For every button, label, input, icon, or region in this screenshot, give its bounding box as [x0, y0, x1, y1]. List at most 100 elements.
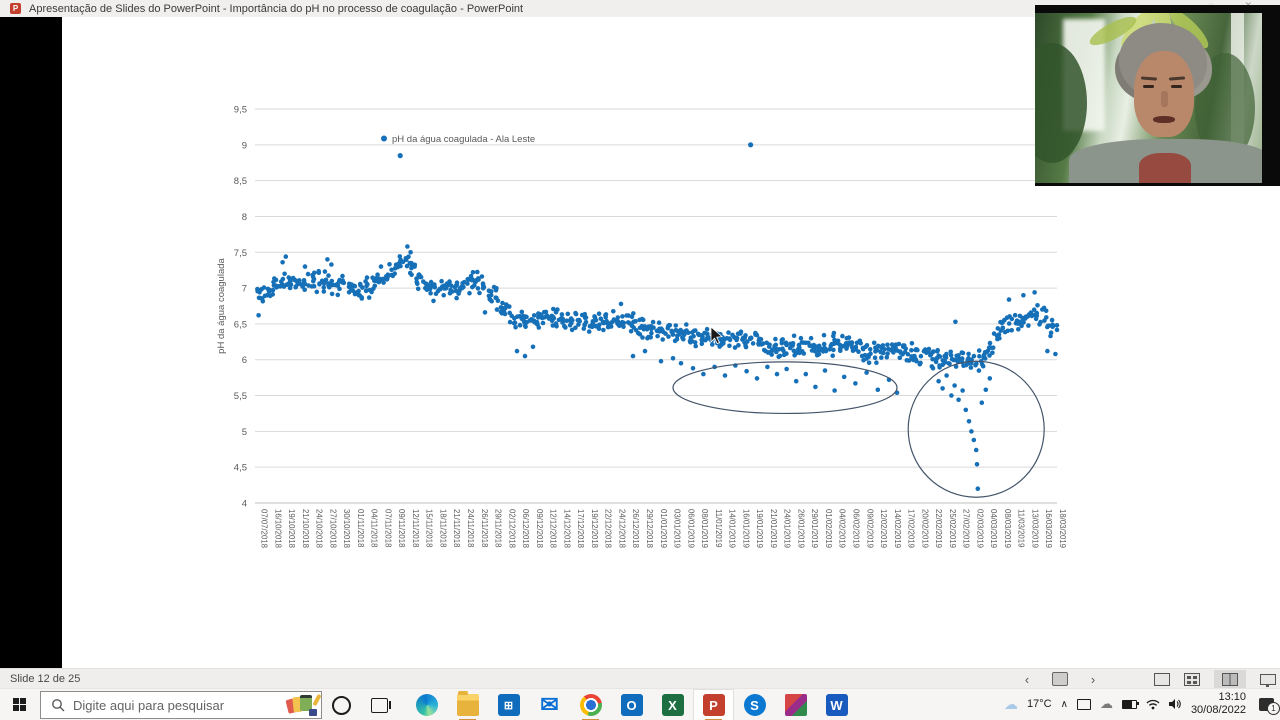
volume-icon[interactable]	[1168, 698, 1182, 710]
webcam-video	[1035, 13, 1262, 183]
edge-taskbar-button[interactable]	[406, 689, 447, 720]
x-tick-label: 21/01/2019	[769, 509, 778, 548]
photos-taskbar-button[interactable]	[775, 689, 816, 720]
x-tick-label: 11/03/2019	[1017, 509, 1026, 547]
y-tick-label: 5	[242, 427, 247, 438]
x-tick-label: 04/02/2019	[838, 509, 847, 548]
x-tick-label: 19/01/2019	[755, 509, 764, 548]
reading-view-button[interactable]	[1214, 669, 1246, 689]
battery-icon[interactable]	[1121, 699, 1139, 709]
window-titlebar: P Apresentação de Slides do PowerPoint -…	[0, 0, 1280, 17]
powerpoint-icon: P	[702, 694, 725, 716]
y-tick-label: 8	[242, 212, 247, 223]
word-icon: W	[825, 694, 848, 716]
x-tick-label: 16/10/2018	[273, 509, 282, 548]
file-explorer-taskbar-button[interactable]	[447, 689, 488, 720]
x-tick-label: 04/11/2018	[370, 509, 379, 547]
weather-icon[interactable]: ☁	[1004, 695, 1019, 712]
y-tick-label: 9,5	[234, 105, 247, 116]
excel-taskbar-button[interactable]: X	[652, 689, 693, 720]
file-explorer-icon	[456, 691, 479, 716]
slideshow-view-button[interactable]	[1260, 673, 1276, 687]
x-tick-label: 24/11/2018	[466, 509, 475, 547]
y-tick-label: 7	[242, 284, 247, 295]
notification-center-icon[interactable]: 1	[1259, 697, 1280, 715]
outlook-taskbar-button[interactable]: O	[611, 689, 652, 720]
x-tick-label: 29/12/2018	[645, 509, 654, 548]
powerpoint-icon: P	[10, 3, 21, 14]
slide-counter: Slide 12 de 25	[10, 673, 81, 685]
display-device-icon[interactable]	[1076, 698, 1091, 710]
x-tick-label: 24/10/2018	[315, 509, 324, 548]
y-tick-label: 6,5	[234, 319, 247, 330]
mail-taskbar-button[interactable]: ✉	[529, 689, 570, 720]
x-tick-label: 08/01/2019	[700, 509, 709, 548]
task-view-button[interactable]	[360, 689, 398, 720]
start-button[interactable]	[0, 689, 40, 720]
x-tick-label: 21/11/2018	[452, 509, 461, 547]
skype-icon: S	[743, 694, 766, 716]
x-tick-label: 27/10/2018	[328, 509, 337, 548]
word-taskbar-button[interactable]: W	[816, 689, 857, 720]
x-tick-label: 06/01/2019	[686, 509, 695, 548]
normal-view-button[interactable]	[1154, 672, 1170, 686]
annotation-circle	[907, 360, 1045, 498]
x-tick-label: 07/07/2018	[260, 509, 269, 548]
cortana-button[interactable]	[322, 689, 360, 720]
x-tick-label: 21/10/2018	[301, 509, 310, 548]
x-tick-label: 30/10/2018	[342, 509, 351, 548]
x-tick-label: 12/11/2018	[411, 509, 420, 547]
x-tick-label: 18/11/2018	[438, 509, 447, 547]
skype-taskbar-button[interactable]: S	[734, 689, 775, 720]
current-slide-icon[interactable]	[1052, 672, 1068, 686]
person-mouth	[1153, 116, 1175, 123]
powerpoint-taskbar-button[interactable]: P	[693, 689, 734, 720]
chrome-icon	[579, 694, 602, 716]
scatter-chart: 9,5 9 8,5 8 7,5 7 6,5 6 5,5 5 4,5 4 07/07/2018 16/10/…	[216, 105, 1067, 549]
x-tick-label: 11/01/2019	[714, 509, 723, 547]
tray-time: 13:10	[1218, 691, 1246, 704]
chrome-taskbar-button[interactable]	[570, 689, 611, 720]
previous-slide-button[interactable]: ‹	[1024, 671, 1030, 687]
y-tick-label: 4,5	[234, 463, 247, 474]
next-slide-button[interactable]: ›	[1090, 671, 1096, 687]
clock[interactable]: 13:10 30/08/2022	[1191, 691, 1246, 716]
system-tray: ☁ 17°C ∧ ☁ 13:10 30/08/2022 1	[1004, 688, 1280, 720]
y-axis-title: pH da água coagulada	[216, 257, 227, 353]
windows-taskbar: Digite aqui para pesquisar ⊞ ✉ O X P S W	[0, 688, 1280, 720]
y-tick-label: 5,5	[234, 391, 247, 402]
x-tick-label: 29/11/2018	[494, 509, 503, 547]
scatter-points	[255, 142, 1060, 492]
search-highlights-icon[interactable]	[285, 693, 322, 716]
person-shirt	[1139, 153, 1191, 183]
microsoft-store-icon: ⊞	[497, 694, 520, 716]
temperature-label[interactable]: 17°C	[1027, 698, 1052, 710]
x-tick-label: 03/01/2019	[673, 509, 682, 548]
x-tick-label: 09/12/2018	[535, 509, 544, 548]
taskbar-search[interactable]: Digite aqui para pesquisar	[40, 691, 322, 719]
onedrive-icon[interactable]: ☁	[1099, 696, 1113, 711]
x-tick-label: 17/02/2019	[907, 509, 916, 548]
microsoft-store-taskbar-button[interactable]: ⊞	[488, 689, 529, 720]
x-tick-label: 09/11/2018	[397, 509, 406, 547]
x-tick-label: 02/03/2019	[975, 509, 984, 548]
x-tick-label: 20/02/2019	[920, 509, 929, 548]
powerpoint-statusbar: Slide 12 de 25 ‹ ›	[0, 668, 1280, 689]
window-title: Apresentação de Slides do PowerPoint - I…	[29, 2, 524, 15]
tray-date: 30/08/2022	[1190, 704, 1246, 716]
x-tick-label: 02/12/2018	[507, 509, 516, 548]
person-nose	[1161, 91, 1168, 107]
photos-icon	[784, 694, 807, 716]
x-tick-label: 14/01/2019	[728, 509, 737, 548]
wifi-icon[interactable]	[1146, 699, 1160, 710]
x-tick-label: 13/03/2019	[1030, 509, 1039, 548]
x-tick-label: 06/02/2019	[851, 509, 860, 548]
search-placeholder: Digite aqui para pesquisar	[73, 697, 225, 713]
x-tick-label: 01/02/2019	[824, 509, 833, 548]
webcam-overlay[interactable]	[1035, 5, 1280, 186]
legend[interactable]: pH da água coagulada - Ala Leste	[381, 134, 535, 145]
tray-overflow-chevron-icon[interactable]: ∧	[1060, 698, 1068, 710]
notification-badge: 1	[1267, 701, 1280, 715]
slide-sorter-view-button[interactable]	[1184, 672, 1200, 686]
